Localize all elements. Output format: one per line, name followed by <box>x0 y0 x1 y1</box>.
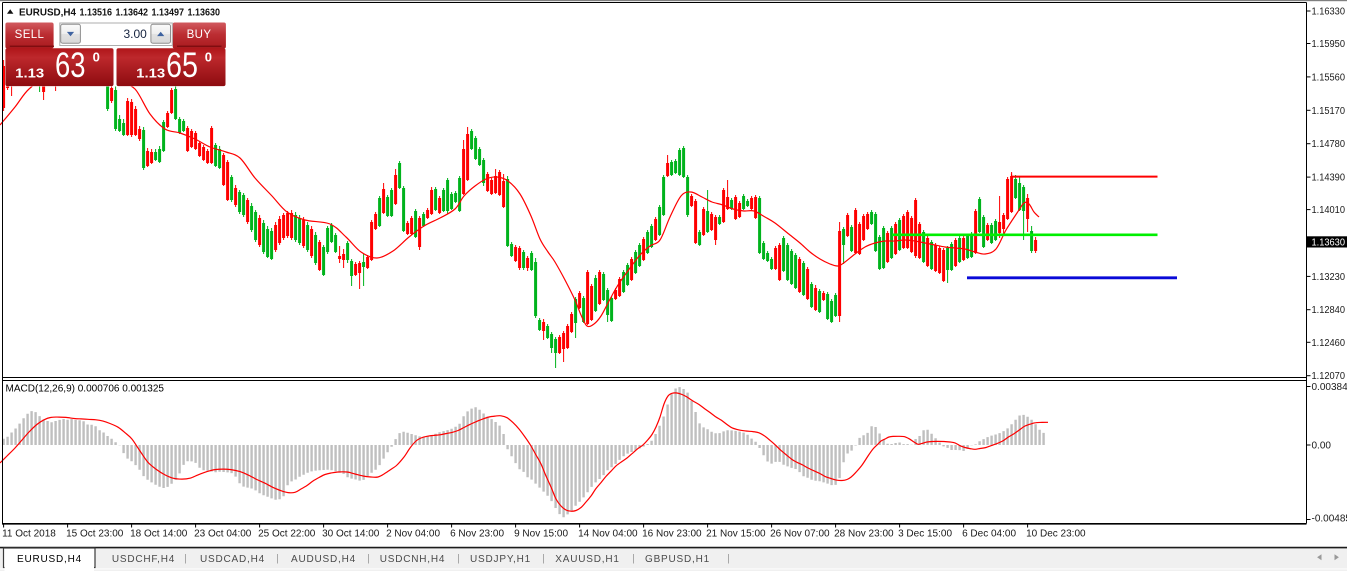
svg-text:BUY: BUY <box>187 29 212 41</box>
svg-text:1.13230: 1.13230 <box>1312 272 1346 283</box>
svg-text:MACD(12,26,9) 0.000706 0.00132: MACD(12,26,9) 0.000706 0.001325 <box>6 384 165 395</box>
svg-text:1.12460: 1.12460 <box>1312 338 1346 349</box>
svg-text:63: 63 <box>55 46 86 85</box>
svg-text:11 Oct 2018: 11 Oct 2018 <box>2 529 56 540</box>
svg-text:EURUSD,H4: EURUSD,H4 <box>19 7 76 18</box>
svg-text:1.14010: 1.14010 <box>1312 205 1346 216</box>
svg-text:26 Nov 07:00: 26 Nov 07:00 <box>770 529 830 540</box>
svg-text:USDCAD,H4: USDCAD,H4 <box>200 554 265 565</box>
svg-text:1.13642: 1.13642 <box>116 7 149 18</box>
svg-text:1.13: 1.13 <box>15 66 44 81</box>
svg-text:21 Nov 15:00: 21 Nov 15:00 <box>706 529 766 540</box>
svg-text:1.13630: 1.13630 <box>188 7 221 18</box>
svg-text:1.13630: 1.13630 <box>1312 237 1346 248</box>
svg-text:18 Oct 14:00: 18 Oct 14:00 <box>130 529 188 540</box>
svg-text:1.13497: 1.13497 <box>152 7 185 18</box>
svg-text:AUDUSD,H4: AUDUSD,H4 <box>291 554 356 565</box>
svg-text:0: 0 <box>93 49 100 64</box>
svg-text:1.12070: 1.12070 <box>1312 371 1346 382</box>
svg-text:23 Oct 04:00: 23 Oct 04:00 <box>194 529 252 540</box>
svg-text:2 Nov 04:00: 2 Nov 04:00 <box>386 529 440 540</box>
svg-text:3 Dec 15:00: 3 Dec 15:00 <box>898 529 952 540</box>
svg-text:1.13: 1.13 <box>136 66 165 81</box>
svg-text:6 Nov 23:00: 6 Nov 23:00 <box>450 529 504 540</box>
svg-text:USDCNH,H4: USDCNH,H4 <box>380 554 446 565</box>
svg-text:USDJPY,H1: USDJPY,H1 <box>470 554 531 565</box>
svg-text:6 Dec 04:00: 6 Dec 04:00 <box>962 529 1016 540</box>
svg-text:1.15560: 1.15560 <box>1312 72 1346 83</box>
svg-text:0: 0 <box>205 49 212 64</box>
svg-text:65: 65 <box>166 46 198 85</box>
svg-text:XAUUSD,H1: XAUUSD,H1 <box>555 554 619 565</box>
svg-text:15 Oct 23:00: 15 Oct 23:00 <box>66 529 124 540</box>
svg-text:25 Oct 22:00: 25 Oct 22:00 <box>258 529 316 540</box>
svg-text:1.15170: 1.15170 <box>1312 106 1346 117</box>
svg-text:USDCHF,H4: USDCHF,H4 <box>112 554 175 565</box>
svg-text:16 Nov 23:00: 16 Nov 23:00 <box>642 529 702 540</box>
svg-text:1.15950: 1.15950 <box>1312 39 1346 50</box>
svg-text:1.16330: 1.16330 <box>1312 7 1346 18</box>
svg-text:|: | <box>632 554 635 565</box>
svg-text:EURUSD,H4: EURUSD,H4 <box>17 554 82 565</box>
svg-text:|: | <box>542 554 545 565</box>
svg-text:GBPUSD,H1: GBPUSD,H1 <box>645 554 710 565</box>
svg-text:|: | <box>184 554 187 565</box>
svg-text:28 Nov 23:00: 28 Nov 23:00 <box>834 529 894 540</box>
svg-text:1.14390: 1.14390 <box>1312 173 1346 184</box>
svg-text:|: | <box>727 554 730 565</box>
svg-text:9 Nov 15:00: 9 Nov 15:00 <box>514 529 568 540</box>
svg-text:1.12840: 1.12840 <box>1312 305 1346 316</box>
svg-text:|: | <box>367 554 370 565</box>
svg-text:3.00: 3.00 <box>123 27 147 41</box>
svg-text:|: | <box>276 554 279 565</box>
svg-text:10 Dec 23:00: 10 Dec 23:00 <box>1026 529 1086 540</box>
svg-text:1.13516: 1.13516 <box>80 7 113 18</box>
svg-text:SELL: SELL <box>15 29 45 41</box>
svg-text:0.00: 0.00 <box>1312 441 1332 452</box>
svg-text:30 Oct 14:00: 30 Oct 14:00 <box>322 529 380 540</box>
svg-text:1.14780: 1.14780 <box>1312 139 1346 150</box>
svg-text:0.003847: 0.003847 <box>1312 382 1347 393</box>
svg-text:14 Nov 04:00: 14 Nov 04:00 <box>578 529 638 540</box>
svg-text:-0.004856: -0.004856 <box>1312 514 1347 525</box>
svg-text:|: | <box>457 554 460 565</box>
